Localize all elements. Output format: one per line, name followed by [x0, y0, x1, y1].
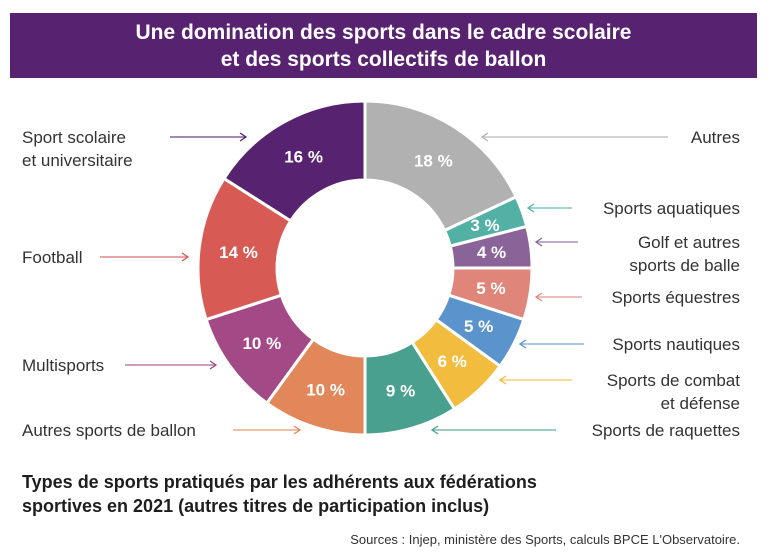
chart-subtitle: Types de sports pratiqués par les adhére…: [22, 472, 537, 516]
legend-label-golf: Golf et autres sports de balle: [629, 233, 740, 275]
leader-arrow: [480, 132, 668, 142]
legend-label-autres-sports-ballon: Autres sports de ballon: [22, 421, 196, 440]
leader-arrow: [430, 425, 556, 435]
leader-arrow: [534, 237, 578, 247]
leader-arrow: [100, 252, 190, 262]
slice-data-label: 4 %: [477, 243, 506, 262]
legend-label-sports-equestres: Sports équestres: [611, 288, 740, 307]
leader-arrow: [125, 360, 218, 370]
leader-arrow: [233, 425, 302, 435]
chart-title-banner: Une domination des sports dans le cadre …: [10, 13, 757, 78]
slice-data-label: 10 %: [306, 380, 345, 399]
slice-data-label: 14 %: [219, 243, 258, 262]
donut-slice: [222, 99, 367, 223]
legend-label-sports-combat: Sports de combat et défense: [606, 371, 740, 413]
leader-arrow: [534, 292, 582, 302]
slice-data-label: 18 %: [414, 151, 453, 170]
leader-arrow: [518, 339, 584, 349]
chart-source: Sources : Injep, ministère des Sports, c…: [350, 532, 740, 547]
legend-label-football: Football: [22, 248, 83, 267]
legend-label-sports-aquatiques: Sports aquatiques: [602, 199, 740, 218]
slice-data-label: 5 %: [464, 317, 493, 336]
slice-data-label: 6 %: [438, 352, 467, 371]
legend-label-sports-raquettes: Sports de raquettes: [591, 421, 740, 440]
slice-data-label: 5 %: [476, 279, 505, 298]
slice-data-label: 16 %: [284, 147, 323, 166]
chart-title-line-1: Une domination des sports dans le cadre …: [135, 21, 632, 44]
leader-arrow: [170, 132, 248, 142]
legend-label-autres: Autres: [690, 128, 740, 147]
slice-data-label: 9 %: [386, 381, 415, 400]
donut-slice: [363, 99, 518, 233]
legend-label-sports-nautiques: Sports nautiques: [612, 335, 740, 354]
legend-label-sport-scolaire: Sport scolaire et universitaire: [22, 128, 133, 170]
slice-data-label: 10 %: [242, 334, 281, 353]
leader-arrow: [498, 375, 572, 385]
leader-arrow: [526, 203, 572, 213]
legend-label-multisports: Multisports: [22, 356, 105, 375]
chart-title-line-2: et des sports collectifs de ballon: [220, 48, 547, 71]
slice-data-label: 3 %: [470, 216, 499, 235]
